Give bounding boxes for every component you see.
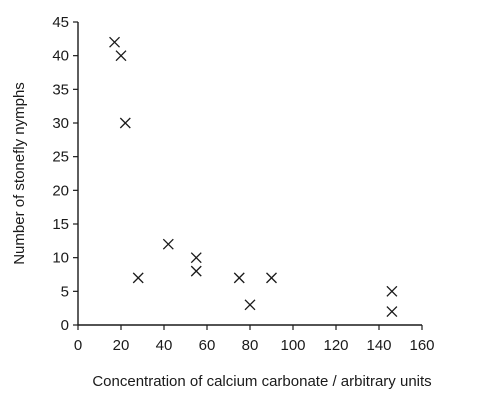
- y-tick-label: 5: [61, 283, 69, 300]
- y-tick-label: 30: [52, 115, 69, 132]
- x-tick-label: 20: [113, 337, 130, 354]
- data-point: [115, 50, 127, 62]
- y-tick-label: 25: [52, 149, 69, 166]
- y-tick-label: 45: [52, 14, 69, 31]
- x-tick-label: 100: [280, 337, 305, 354]
- x-tick-label: 140: [366, 337, 391, 354]
- x-tick-label: 40: [156, 337, 173, 354]
- data-point: [190, 252, 202, 264]
- y-tick-label: 0: [61, 317, 69, 334]
- x-axis-ticks: 0 20 40 60 80 100 120 140 160: [74, 325, 435, 354]
- x-tick-label: 0: [74, 337, 82, 354]
- data-point: [162, 238, 174, 250]
- x-tick-label: 60: [199, 337, 216, 354]
- y-axis-label: Number of stonefly nymphs: [11, 82, 28, 265]
- data-point: [190, 265, 202, 277]
- data-points: [109, 36, 398, 317]
- y-tick-label: 10: [52, 250, 69, 267]
- x-tick-label: 160: [409, 337, 434, 354]
- y-tick-label: 35: [52, 81, 69, 98]
- data-point: [119, 117, 131, 129]
- data-point: [244, 299, 256, 311]
- data-point: [132, 272, 144, 284]
- data-point: [109, 36, 121, 48]
- y-axis-ticks: 0 5 10 15 20 25 30 35 40 45: [52, 14, 78, 334]
- y-tick-label: 40: [52, 48, 69, 65]
- x-axis-label: Concentration of calcium carbonate / arb…: [92, 373, 431, 390]
- y-tick-label: 15: [52, 216, 69, 233]
- data-point: [386, 285, 398, 297]
- y-tick-label: 20: [52, 182, 69, 199]
- data-point: [233, 272, 245, 284]
- x-tick-label: 80: [242, 337, 259, 354]
- data-point: [386, 306, 398, 317]
- data-point: [266, 272, 277, 284]
- x-tick-label: 120: [323, 337, 348, 354]
